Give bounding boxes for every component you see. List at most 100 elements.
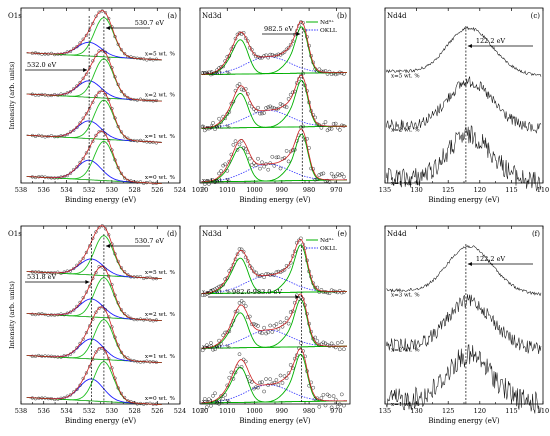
fit-envelope (26, 306, 162, 363)
x-tick-label: 1000 (246, 407, 263, 415)
data-point (317, 173, 322, 177)
data-point (200, 407, 205, 412)
spectrum-trace (386, 76, 542, 134)
data-point (260, 273, 264, 277)
data-point (72, 87, 76, 91)
data-point (40, 312, 44, 316)
data-point (217, 338, 221, 343)
data-point (33, 93, 38, 97)
x-tick-label: 115 (505, 186, 517, 194)
data-point (239, 365, 244, 369)
data-point (284, 149, 289, 153)
data-point (317, 404, 322, 409)
data-point (33, 175, 38, 180)
data-point (280, 381, 285, 385)
data-point (142, 276, 146, 281)
x-tick-label: 980 (303, 186, 315, 194)
data-point (292, 147, 297, 152)
data-point (215, 179, 219, 184)
arrow-head (105, 244, 110, 248)
data-point (81, 337, 85, 341)
x-tick-label: 536 (38, 407, 50, 415)
data-point (342, 174, 346, 179)
data-point (227, 159, 232, 164)
data-point (260, 331, 264, 336)
data-point (87, 324, 92, 328)
data-point (321, 290, 326, 294)
x-tick-label: 130 (410, 407, 422, 415)
element-label: O1s (8, 230, 22, 238)
data-point (72, 266, 76, 271)
x-tick-label: 110 (537, 407, 549, 415)
element-label: O1s (8, 12, 22, 20)
data-point (313, 335, 318, 340)
data-point (72, 128, 76, 132)
data-point (145, 359, 149, 363)
x-tick-label: 1020 (192, 407, 209, 415)
data-point (264, 377, 268, 381)
data-point (243, 304, 248, 308)
data-point (286, 321, 291, 326)
data-point (268, 161, 273, 166)
data-point (49, 134, 54, 138)
data-point (270, 154, 275, 159)
data-point (262, 325, 266, 330)
arrow-head (85, 280, 90, 284)
peak-annotation: 530.7 eV (135, 237, 165, 245)
nd3-component (201, 80, 347, 129)
data-point (278, 166, 283, 171)
panel-label: (b) (337, 12, 347, 20)
arrow-head (105, 26, 110, 30)
data-point (284, 105, 289, 110)
x-tick-label: 534 (60, 407, 72, 415)
data-point (65, 311, 69, 315)
data-point (119, 266, 124, 270)
data-point (321, 340, 326, 345)
data-point (319, 125, 324, 130)
spectrum-label: x=1 wt. % (145, 134, 176, 140)
data-point (122, 355, 127, 359)
data-point (303, 137, 307, 142)
element-label: Nd3d (202, 12, 222, 20)
data-point (274, 378, 279, 382)
data-point (119, 130, 124, 134)
spectrum-label: x=5 wt. % (145, 270, 176, 276)
data-point (116, 259, 120, 264)
y-axis-label: Intensity (arb. units) (8, 281, 16, 349)
peak-annotation: 532.0 eV (27, 61, 57, 69)
data-point (223, 162, 228, 167)
spectrum-label: x=1 wt. % (391, 402, 420, 408)
data-point (138, 138, 143, 143)
nd3-component (201, 257, 347, 295)
data-point (258, 166, 262, 171)
data-point (103, 11, 108, 15)
data-point (301, 124, 305, 129)
data-point (258, 55, 262, 60)
data-point (142, 181, 146, 185)
x-tick-label: 524 (174, 407, 186, 415)
data-point (122, 395, 127, 400)
x-axis-label: Binding energy (eV) (239, 417, 311, 425)
data-point (84, 250, 89, 255)
data-point (119, 350, 124, 354)
data-point (299, 341, 303, 345)
data-point (94, 270, 98, 275)
data-point (278, 102, 283, 106)
data-point (266, 105, 271, 110)
data-point (84, 371, 89, 375)
fit-envelope (201, 74, 347, 129)
x-axis-label: Binding energy (eV) (65, 417, 137, 425)
data-point (325, 392, 330, 397)
data-point (339, 71, 344, 76)
data-point (59, 271, 63, 276)
data-point (266, 167, 271, 172)
data-point (237, 82, 242, 86)
data-point (323, 403, 328, 408)
data-point (84, 151, 89, 155)
element-label: Nd4d (387, 230, 407, 238)
data-point (239, 247, 244, 252)
data-point (103, 132, 108, 136)
data-point (237, 142, 242, 147)
data-point (87, 244, 92, 248)
x-tick-label: 125 (442, 186, 454, 194)
